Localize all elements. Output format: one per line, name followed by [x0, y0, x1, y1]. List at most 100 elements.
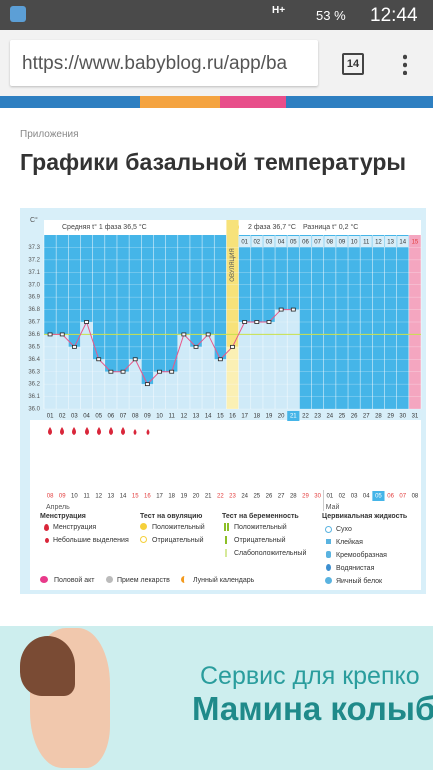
date-label: 15	[132, 494, 139, 500]
x-tick-label: 18	[253, 414, 260, 420]
date-label: 08	[412, 494, 419, 500]
y-tick-label: 36.3	[28, 369, 40, 375]
banner[interactable]: Сервис для крепко Мамина колыбе	[0, 626, 433, 770]
phase2-day: 05	[290, 240, 297, 246]
date-label: 20	[193, 494, 200, 500]
x-tick-label: 06	[108, 414, 115, 420]
date-label: 30	[314, 494, 321, 500]
x-tick-label: 09	[144, 414, 151, 420]
phase2-day: 15	[412, 240, 419, 246]
legend-icon	[326, 551, 331, 558]
y-tick-label: 36.1	[28, 394, 40, 400]
temperature-bar	[189, 346, 203, 409]
temperature-bar	[116, 371, 130, 409]
y-tick-label: 36.9	[28, 295, 40, 301]
legend-title: Тест на беременность	[222, 513, 299, 520]
phase2-cell	[348, 236, 360, 247]
phase2-day: 11	[363, 240, 370, 246]
legend-icon	[326, 539, 331, 544]
x-tick-label: 25	[339, 414, 346, 420]
temperature-point	[254, 320, 260, 324]
phase2-cell	[239, 236, 251, 247]
date-label: 05	[375, 494, 382, 500]
x-tick-label: 04	[83, 414, 90, 420]
phase2-cell	[372, 236, 385, 247]
menu-button[interactable]	[403, 53, 407, 75]
app-icon	[10, 6, 26, 22]
banner-photo-hair	[20, 636, 75, 696]
phase2-cell	[287, 236, 299, 247]
date-label: 07	[399, 494, 406, 500]
temperature-point	[181, 332, 187, 337]
status-bar: H+ 53 % 12:44	[0, 0, 433, 30]
temperature-point	[217, 357, 223, 362]
date-label: 11	[83, 494, 90, 500]
x-tick-label: 10	[156, 414, 163, 420]
breadcrumb[interactable]: Приложения	[20, 129, 79, 140]
legend-item: Прием лекарств	[117, 577, 170, 584]
temperature-point	[230, 344, 235, 349]
legend-item: Менструация	[53, 524, 97, 531]
x-tick-label: 17	[241, 414, 248, 420]
date-label: 02	[339, 494, 346, 500]
legend-icon	[181, 576, 188, 583]
y-tick-label: 37.1	[28, 270, 40, 276]
x-tick-label: 15	[217, 414, 224, 420]
legend-item: Половой акт	[54, 577, 95, 584]
date-label: 24	[241, 494, 248, 500]
legend-icon	[325, 577, 332, 584]
date-label: 12	[95, 494, 102, 500]
today-highlight	[287, 411, 300, 421]
legend-item: Водянистая	[336, 565, 375, 572]
banner-text: Мамина колыбе	[192, 690, 433, 727]
legend-item: Кремообразная	[336, 552, 387, 559]
y-tick-label: 37.2	[28, 257, 40, 263]
nav-item[interactable]	[220, 96, 286, 108]
temperature-bar	[104, 371, 117, 409]
legend-item: Положительный	[234, 524, 287, 531]
temperature-bar	[153, 371, 166, 409]
clock: 12:44	[370, 5, 418, 26]
temperature-bar	[238, 322, 251, 409]
x-tick-label: 01	[47, 414, 54, 420]
phase2-cell	[324, 236, 336, 247]
temperature-bar	[68, 346, 81, 409]
y-tick-label: 36.7	[28, 320, 40, 326]
temperature-point	[144, 382, 150, 387]
url-field[interactable]: https://www.babyblog.ru/app/ba	[10, 40, 318, 86]
page-title: Графики базальной температуры	[20, 149, 407, 175]
network: H+	[272, 5, 286, 16]
tabs-button[interactable]: 14	[342, 53, 364, 75]
y-unit: C°	[30, 216, 38, 224]
temperature-point	[157, 369, 162, 374]
date-label: 26	[266, 494, 273, 500]
phase2-day: 06	[302, 240, 309, 246]
phase2-cell	[312, 236, 324, 247]
date-label: 27	[278, 494, 285, 500]
nav-item[interactable]	[140, 96, 220, 108]
x-tick-label: 08	[132, 414, 139, 420]
phase2-cell	[397, 236, 409, 247]
temperature-point	[205, 332, 211, 337]
legend-item: Отрицательный	[234, 537, 286, 544]
legend-icon	[140, 523, 147, 530]
temperature-point	[108, 369, 114, 374]
date-label: 23	[229, 494, 236, 500]
legend-icon	[224, 523, 229, 531]
y-tick-label: 36.6	[28, 332, 40, 338]
phase2-day: 02	[253, 240, 260, 246]
legend: Менструация Менструация Небольшие выделе…	[40, 513, 407, 585]
date-highlight	[372, 491, 385, 501]
date-label: 10	[71, 494, 78, 500]
phase2-day: 14	[399, 240, 406, 246]
date-label: 21	[205, 494, 212, 500]
browser-bar: https://www.babyblog.ru/app/ba 14	[0, 30, 433, 96]
phase2-day: 13	[387, 240, 394, 246]
date-label: 18	[168, 494, 175, 500]
phase2-day: 09	[339, 240, 346, 246]
date-label: 13	[108, 494, 115, 500]
legend-item: Слабоположительный	[234, 550, 307, 557]
x-tick-label: 23	[314, 414, 321, 420]
phase2-cell	[385, 236, 397, 247]
legend-item: Яичный белок	[336, 578, 383, 585]
